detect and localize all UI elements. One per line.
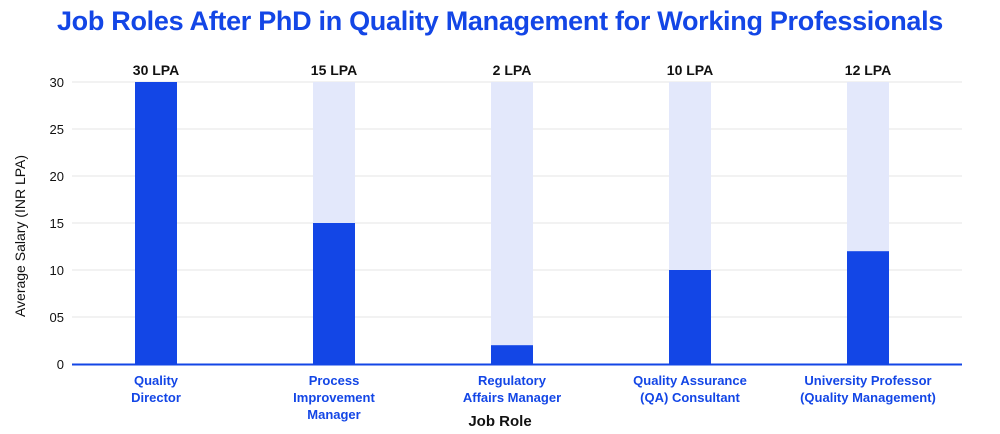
x-tick-label: (Quality Management) [800, 390, 936, 405]
data-label: 2 LPA [493, 62, 532, 78]
x-tick-label: University Professor [804, 373, 931, 388]
data-label: 10 LPA [667, 62, 713, 78]
y-tick-label: 25 [50, 122, 64, 137]
x-tick-label: Quality [134, 373, 179, 388]
data-label: 12 LPA [845, 62, 891, 78]
bar [491, 345, 533, 364]
x-tick-label: Improvement [293, 390, 375, 405]
bar-background [491, 82, 533, 364]
y-tick-label: 30 [50, 75, 64, 90]
y-tick-label: 10 [50, 263, 64, 278]
x-tick-label: Affairs Manager [463, 390, 561, 405]
bar [135, 82, 177, 364]
x-tick-label: (QA) Consultant [640, 390, 740, 405]
x-axis-label: Job Role [468, 413, 531, 430]
bar [669, 270, 711, 364]
x-tick-label: Process [309, 373, 360, 388]
y-axis-label: Average Salary (INR LPA) [12, 155, 28, 317]
bar [313, 223, 355, 364]
data-label: 30 LPA [133, 62, 179, 78]
chart-title: Job Roles After PhD in Quality Managemen… [56, 6, 944, 36]
x-tick-label: Regulatory [478, 373, 547, 388]
y-tick-label: 15 [50, 216, 64, 231]
y-tick-label: 0 [57, 357, 64, 372]
x-tick-label: Director [131, 390, 181, 405]
y-tick-label: 05 [50, 310, 64, 325]
x-tick-label: Quality Assurance [633, 373, 747, 388]
x-tick-label: Manager [307, 407, 360, 422]
bar [847, 251, 889, 364]
y-tick-label: 20 [50, 169, 64, 184]
data-label: 15 LPA [311, 62, 357, 78]
